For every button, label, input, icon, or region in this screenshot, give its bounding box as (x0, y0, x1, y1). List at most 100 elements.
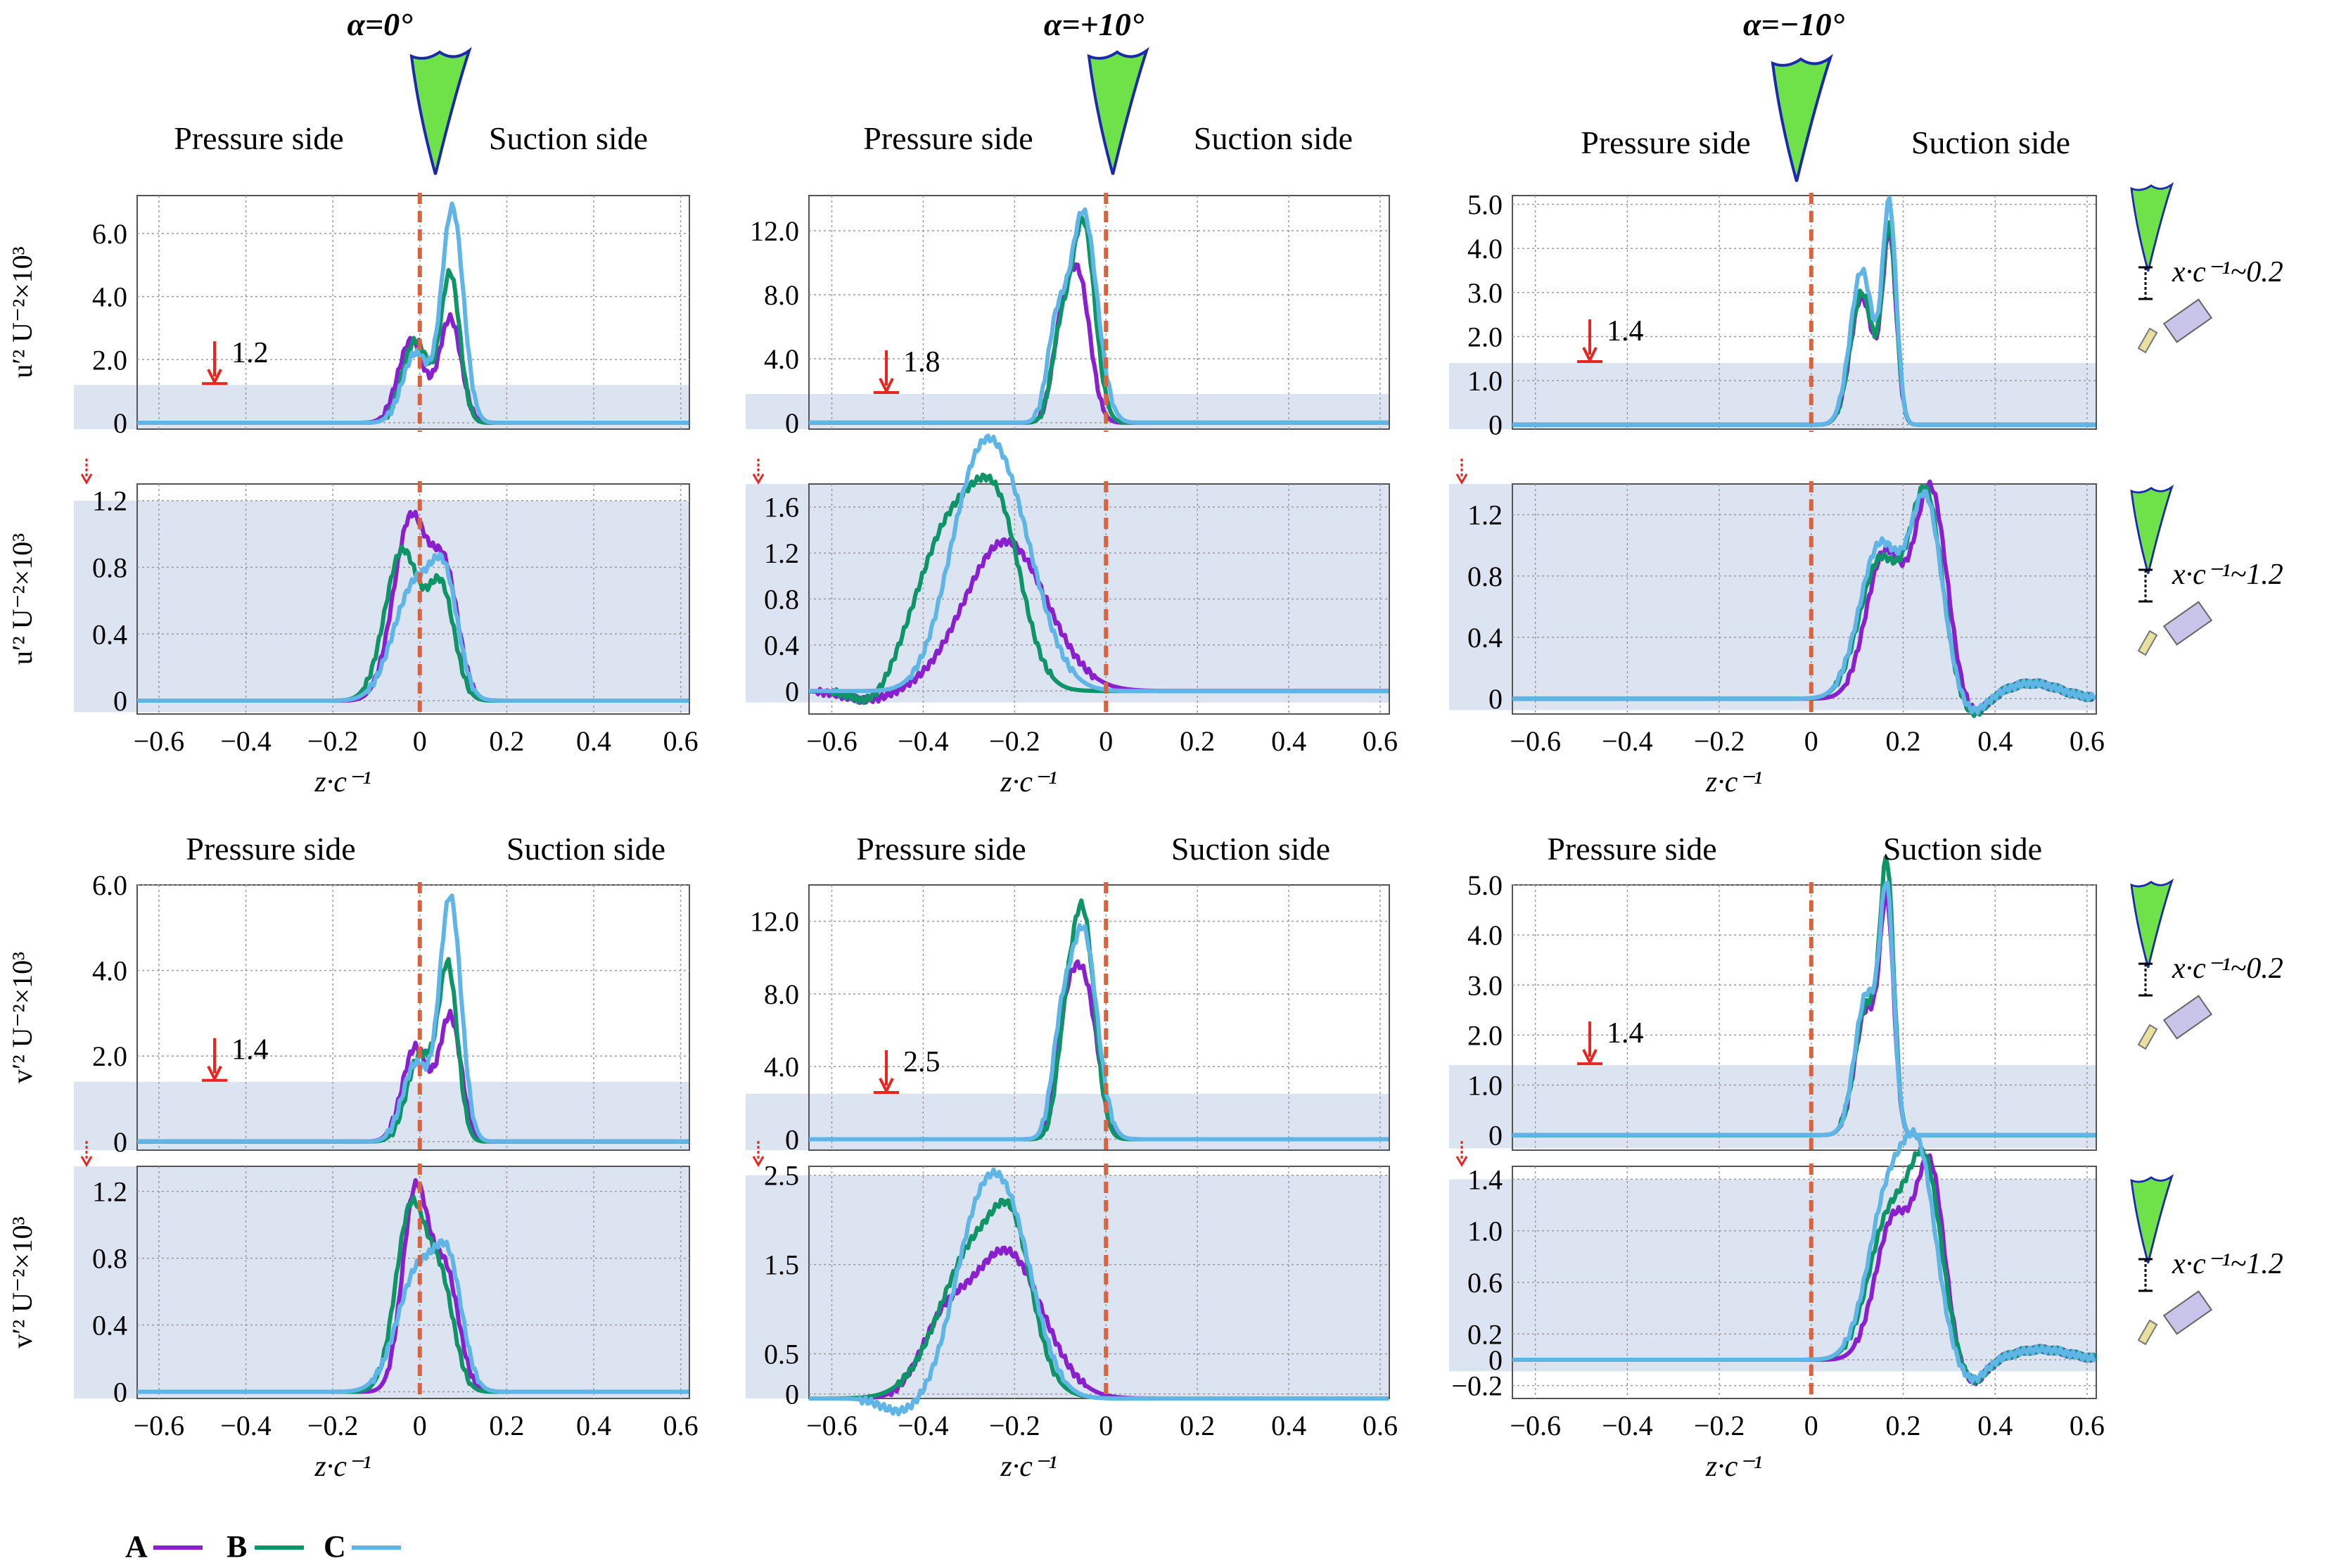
y-tick-label: 4.0 (92, 955, 127, 987)
y-axis-label: u′² U⁻²×10³ (6, 246, 38, 378)
series-line-C (136, 201, 689, 425)
panel-u-a0-near: 0 2.0 4.0 6.0 1.2 u′² U⁻²×10³ (6, 193, 690, 439)
x-tick-label: −0.6 (806, 725, 858, 757)
column-title: α=+10° (1044, 6, 1145, 42)
y-tick-label: 1.4 (1467, 1164, 1503, 1195)
x-tick-label: −0.2 (1694, 725, 1745, 757)
probe-tip (2137, 1024, 2158, 1050)
marker-blade (2130, 181, 2174, 272)
y-tick-label: 0 (113, 407, 127, 439)
x-tick-label: 0.2 (489, 1410, 524, 1441)
panel-v-p10-near: 0 4.0 8.0 12.0 2.5 (746, 882, 1390, 1156)
pressure-side-label: Pressure side (1547, 831, 1716, 867)
x-tick-label: 0.6 (663, 1410, 699, 1441)
y-tick-label: 0 (785, 1379, 799, 1410)
suction-side-label: Suction side (1911, 125, 2070, 160)
series-line-C (1512, 880, 2096, 1137)
x-tick-label: 0 (413, 1410, 427, 1441)
y-tick-label: 0 (785, 1124, 799, 1156)
blade-sketch-m10 (1771, 53, 1833, 182)
x-tick-label: −0.2 (989, 1410, 1040, 1441)
series-line-C (136, 552, 689, 703)
x-tick-label: −0.4 (898, 725, 949, 757)
y-tick-label: 3.0 (1467, 969, 1503, 1001)
y-tick-label: 3.0 (1467, 277, 1503, 309)
y-tick-label: 0 (1488, 409, 1503, 441)
panel-u-p10-near: 0 4.0 8.0 12.0 1.8 (746, 193, 1390, 439)
y-tick-label: 0 (1488, 1344, 1503, 1376)
y-tick-label: 0.2 (1467, 1318, 1503, 1350)
marker-blade (2130, 1173, 2174, 1263)
threshold-band (746, 484, 1389, 703)
y-tick-label: 0 (1488, 1120, 1503, 1152)
threshold-value: 1.4 (1607, 1017, 1644, 1050)
x-tick-label: 0.2 (1886, 1410, 1921, 1441)
blade-shape (2130, 484, 2174, 574)
scale-arrowhead (1455, 1156, 1468, 1167)
y-tick-label: 1.0 (1467, 1070, 1503, 1102)
blade-shape (1087, 46, 1149, 175)
position-marker: x·c⁻¹~1.2 (2130, 484, 2283, 656)
threshold-band (1449, 363, 2096, 429)
threshold-band (74, 500, 689, 713)
y-tick-label: 2.0 (1467, 1019, 1503, 1051)
x-tick-label: −0.6 (134, 1410, 185, 1441)
y-tick-label: 1.0 (1467, 365, 1503, 397)
pressure-side-label: Pressure side (186, 831, 355, 867)
probe-body (2162, 298, 2213, 343)
y-tick-label: 1.2 (1467, 499, 1503, 531)
y-tick-label: 0.6 (1467, 1267, 1503, 1299)
plot-frame (136, 483, 690, 715)
threshold-value: 1.4 (1607, 315, 1644, 348)
x-tick-label: 0.2 (1886, 725, 1921, 757)
threshold-band (1449, 1179, 2096, 1372)
panel-v-m10-far: −0.6 −0.4 −0.2 0 0.2 0.4 0.6−0.200.20.61.01.4z… (1449, 1127, 2105, 1483)
y-tick-label: 2.5 (764, 1160, 799, 1192)
position-marker: x·c⁻¹~0.2 (2130, 181, 2283, 354)
y-tick-label: 0.4 (92, 1310, 127, 1341)
x-tick-label: 0.4 (1977, 1410, 2013, 1441)
x-tick-label: 0.6 (2070, 1410, 2105, 1441)
blade-shape (2130, 1173, 2174, 1263)
x-tick-label: 0.2 (1180, 1410, 1215, 1441)
x-tick-label: 0 (1804, 725, 1818, 757)
x-tick-label: 0.4 (576, 1410, 611, 1441)
x-tick-label: −0.6 (134, 725, 185, 757)
series-line-C (136, 893, 689, 1144)
x-tick-label: −0.4 (220, 1410, 272, 1441)
threshold-band (1449, 484, 2096, 710)
y-tick-label: 0.4 (92, 618, 127, 650)
legend-label-B: B (227, 1529, 247, 1564)
series-line-C (808, 1167, 1389, 1417)
x-tick-label: −0.4 (1602, 1410, 1653, 1441)
probe-body (2162, 1290, 2213, 1335)
y-tick-label: 0.4 (1467, 622, 1503, 654)
suction-side-label: Suction side (489, 120, 648, 156)
y-tick-label: 8.0 (764, 279, 799, 311)
y-tick-label: 1.2 (764, 537, 799, 569)
x-tick-label: −0.2 (989, 725, 1040, 757)
y-tick-label: 6.0 (92, 218, 127, 250)
series-line-C (808, 923, 1389, 1142)
y-tick-label: 2.0 (92, 1040, 127, 1072)
x-tick-label: −0.4 (898, 1410, 949, 1441)
series-line-C (808, 207, 1389, 425)
y-tick-label: 0.8 (92, 1243, 127, 1275)
marker-blade (2130, 878, 2174, 968)
scale-arrowhead (752, 1156, 765, 1167)
y-tick-label: 6.0 (92, 869, 127, 901)
x-tick-label: 0 (1804, 1410, 1818, 1441)
y-tick-label: 0 (1488, 683, 1503, 715)
threshold-value: 1.8 (903, 346, 941, 378)
threshold-value: 1.4 (231, 1034, 269, 1066)
y-tick-label: 0 (113, 1377, 127, 1408)
x-tick-label: 0 (1099, 1410, 1113, 1441)
x-axis-label: z·c⁻¹ (1000, 1451, 1057, 1483)
scale-arrowhead (80, 473, 93, 485)
pressure-side-label: Pressure side (1581, 125, 1750, 160)
y-tick-label: 12.0 (750, 215, 799, 247)
threshold-value: 2.5 (903, 1046, 941, 1078)
y-tick-label: 2.0 (1467, 321, 1503, 352)
position-label: x·c⁻¹~0.2 (2172, 952, 2283, 985)
